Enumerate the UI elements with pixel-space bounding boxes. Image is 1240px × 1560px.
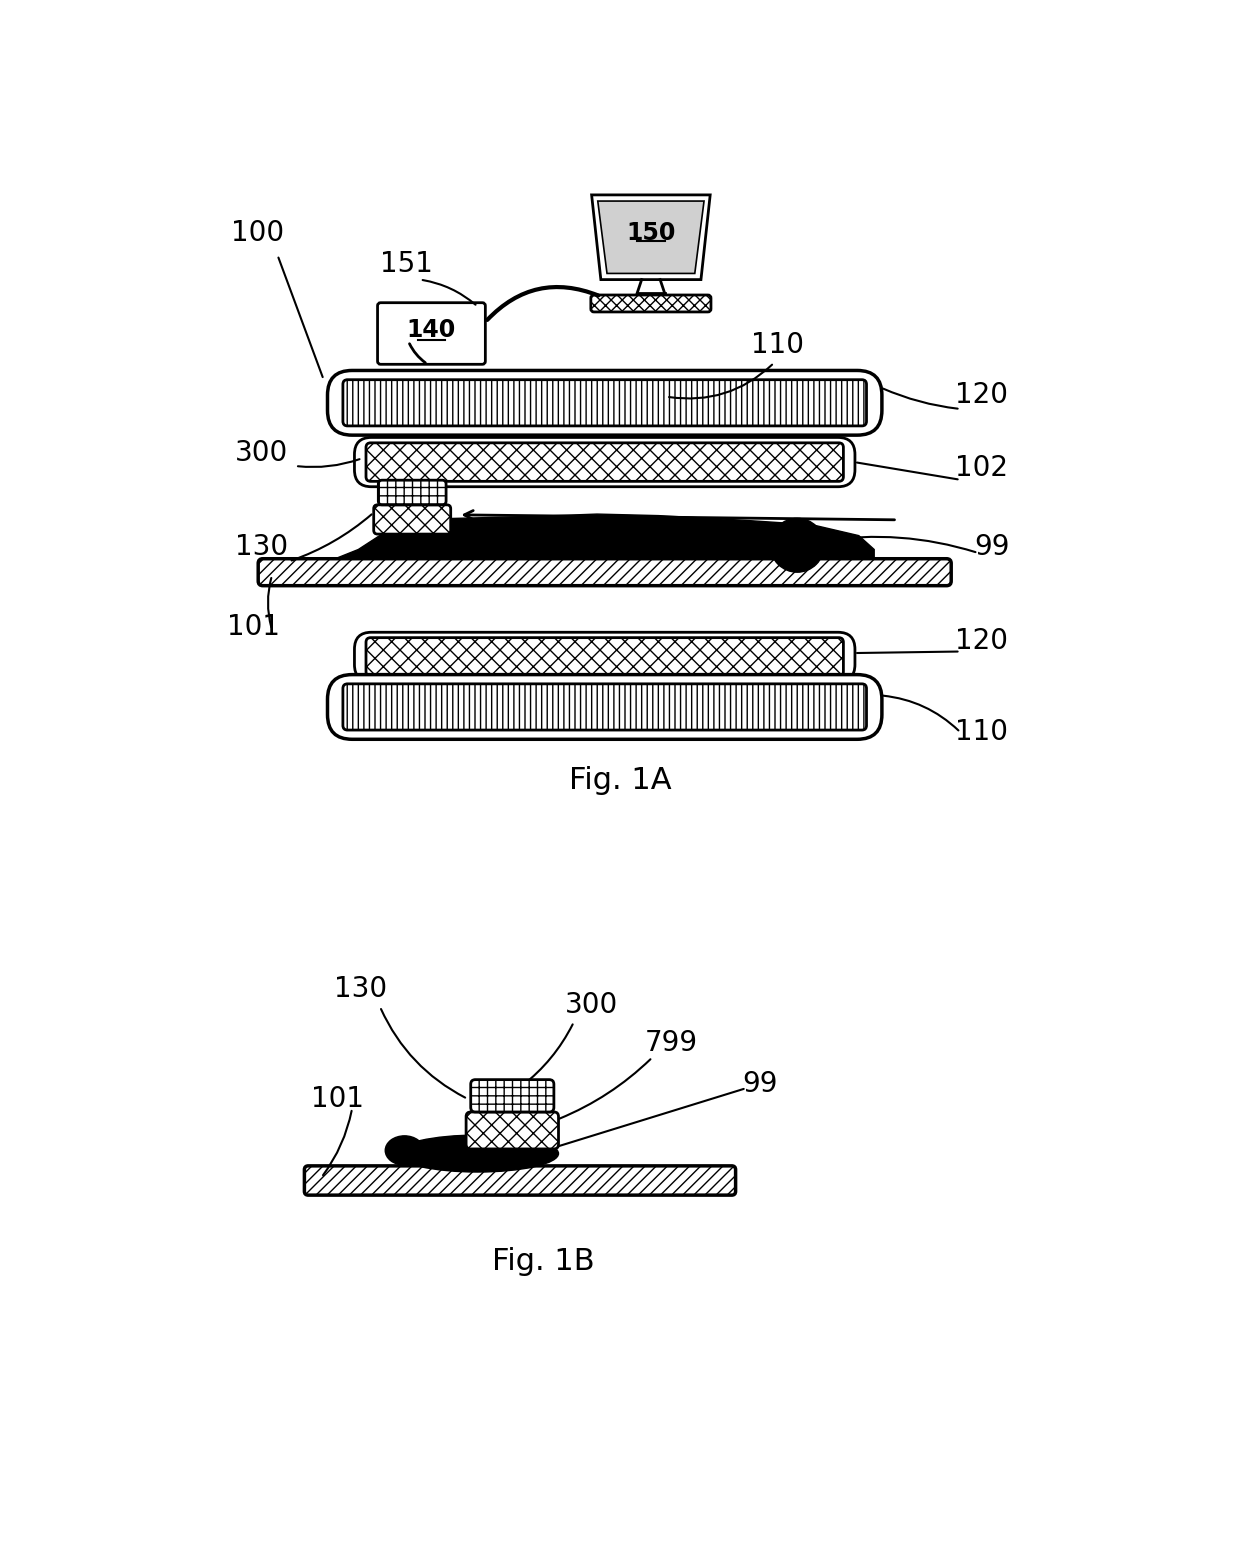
FancyBboxPatch shape bbox=[327, 370, 882, 435]
FancyBboxPatch shape bbox=[304, 1165, 735, 1195]
Text: 99: 99 bbox=[742, 1070, 777, 1098]
FancyBboxPatch shape bbox=[343, 683, 867, 730]
FancyBboxPatch shape bbox=[258, 558, 951, 585]
Text: 120: 120 bbox=[955, 627, 1008, 655]
Text: 151: 151 bbox=[379, 250, 433, 278]
FancyBboxPatch shape bbox=[366, 638, 843, 675]
Text: Fig. 1B: Fig. 1B bbox=[492, 1246, 594, 1276]
FancyBboxPatch shape bbox=[366, 443, 843, 482]
Circle shape bbox=[770, 518, 825, 573]
FancyBboxPatch shape bbox=[377, 303, 485, 365]
FancyBboxPatch shape bbox=[327, 674, 882, 739]
Text: 100: 100 bbox=[231, 218, 284, 246]
Polygon shape bbox=[591, 195, 711, 279]
Text: 101: 101 bbox=[227, 613, 280, 641]
Text: 150: 150 bbox=[626, 222, 676, 245]
Polygon shape bbox=[598, 201, 704, 273]
FancyBboxPatch shape bbox=[378, 480, 446, 505]
Text: 110: 110 bbox=[751, 331, 804, 359]
FancyBboxPatch shape bbox=[590, 295, 711, 312]
FancyBboxPatch shape bbox=[355, 632, 854, 682]
Text: 130: 130 bbox=[236, 534, 288, 562]
FancyBboxPatch shape bbox=[355, 437, 854, 487]
Text: 120: 120 bbox=[955, 381, 1008, 409]
Text: 300: 300 bbox=[564, 991, 618, 1019]
Text: 130: 130 bbox=[334, 975, 387, 1003]
Ellipse shape bbox=[397, 1136, 558, 1172]
FancyBboxPatch shape bbox=[343, 379, 867, 426]
Text: 99: 99 bbox=[975, 534, 1009, 562]
Text: 102: 102 bbox=[955, 454, 1008, 482]
Text: Fig. 1A: Fig. 1A bbox=[569, 766, 671, 794]
Text: 300: 300 bbox=[236, 438, 289, 466]
Ellipse shape bbox=[386, 1136, 424, 1165]
Text: 110: 110 bbox=[955, 718, 1008, 746]
FancyBboxPatch shape bbox=[466, 1112, 558, 1148]
FancyBboxPatch shape bbox=[471, 1080, 554, 1112]
FancyBboxPatch shape bbox=[373, 505, 450, 534]
Polygon shape bbox=[335, 515, 874, 558]
Text: 101: 101 bbox=[310, 1086, 363, 1114]
Text: 799: 799 bbox=[645, 1030, 698, 1058]
Text: 140: 140 bbox=[407, 318, 456, 342]
